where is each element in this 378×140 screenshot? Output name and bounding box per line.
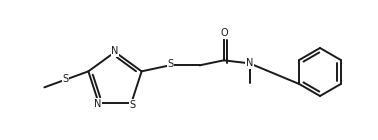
Text: N: N [94, 99, 101, 109]
Text: S: S [167, 59, 174, 69]
Text: S: S [62, 74, 68, 84]
Text: S: S [129, 100, 136, 110]
Text: N: N [111, 46, 119, 56]
Text: O: O [221, 28, 228, 38]
Text: N: N [246, 58, 253, 68]
